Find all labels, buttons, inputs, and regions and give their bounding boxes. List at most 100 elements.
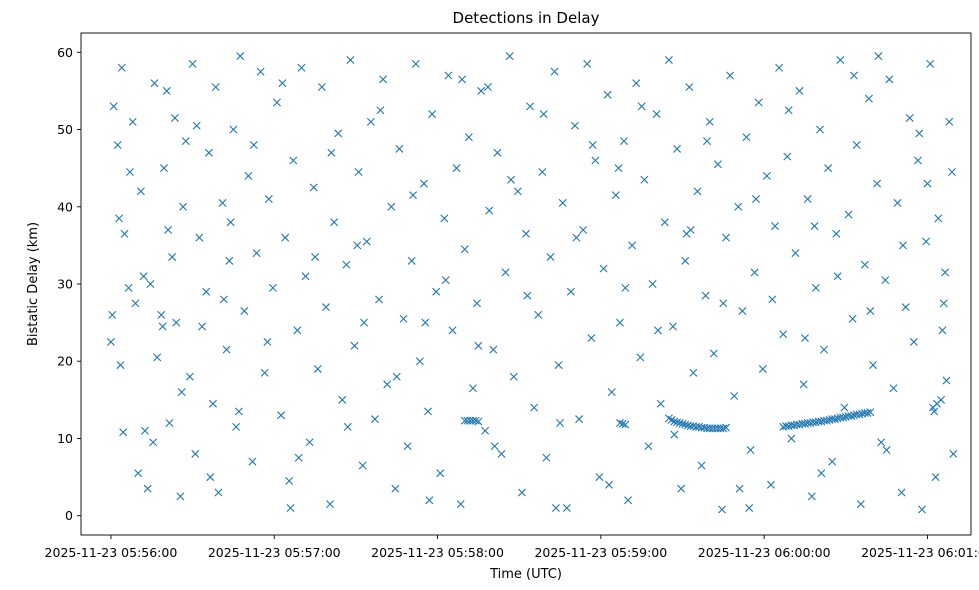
detection-point-30 (195, 233, 204, 242)
detection-point-210 (922, 237, 931, 246)
detection-point-213 (934, 214, 943, 223)
detection-point-0 (106, 337, 115, 346)
detection-point-245 (474, 341, 483, 350)
detection-point-221 (116, 361, 125, 370)
detection-point-28 (188, 59, 197, 68)
detection-point-161 (722, 233, 731, 242)
detection-point-93 (444, 71, 453, 80)
detection-point-47 (256, 67, 265, 76)
detection-point-250 (556, 419, 565, 428)
track-point-66 (937, 395, 946, 404)
detection-point-50 (268, 283, 277, 292)
detection-point-236 (327, 148, 336, 157)
detection-point-49 (264, 195, 273, 204)
track-point-14 (678, 419, 687, 428)
detection-point-4 (117, 63, 126, 72)
detection-point-262 (751, 195, 760, 204)
detection-point-181 (803, 195, 812, 204)
detection-point-23 (172, 318, 181, 327)
detection-point-247 (507, 175, 516, 184)
detection-point-29 (191, 449, 200, 458)
y-axis-ticks: 0 10 20 30 40 50 60 (57, 45, 81, 523)
detection-point-57 (297, 63, 306, 72)
detection-point-197 (869, 361, 878, 370)
x-tick-label-1: 2025-11-23 05:57:00 (208, 545, 341, 560)
detection-point-243 (441, 276, 450, 285)
detection-point-265 (800, 334, 809, 343)
detection-point-232 (263, 337, 272, 346)
detection-point-269 (866, 307, 875, 316)
detection-point-233 (278, 79, 287, 88)
detection-point-24 (176, 492, 185, 501)
detection-point-14 (146, 280, 155, 288)
detection-point-167 (746, 446, 755, 455)
detection-point-91 (436, 469, 445, 478)
detection-point-223 (139, 272, 148, 281)
detection-point-76 (375, 295, 384, 304)
track-point-4 (471, 416, 480, 425)
track-point-5 (474, 417, 483, 426)
detection-point-81 (395, 144, 404, 153)
detection-point-10 (134, 469, 143, 478)
detection-point-147 (664, 56, 673, 65)
track-point-6 (615, 419, 624, 428)
detection-point-286 (874, 52, 883, 61)
detection-point-98 (464, 133, 473, 142)
x-axis-ticks: 2025-11-23 05:56:00 2025-11-23 05:57:00 20… (45, 535, 979, 560)
detection-point-71 (354, 168, 363, 177)
detection-point-231 (249, 140, 258, 149)
detection-point-190 (840, 403, 849, 412)
detection-point-165 (738, 307, 747, 316)
detection-point-205 (901, 303, 910, 312)
detection-point-222 (126, 168, 134, 177)
detection-point-206 (905, 113, 914, 122)
detection-point-142 (644, 442, 653, 451)
detection-point-253 (605, 480, 614, 489)
detection-point-55 (289, 156, 298, 165)
track-point-13 (675, 419, 684, 428)
detection-point-246 (490, 442, 499, 451)
detection-point-125 (575, 415, 584, 424)
detection-point-99 (468, 384, 477, 393)
detection-point-127 (583, 59, 592, 68)
detection-point-276 (226, 218, 235, 227)
detection-point-84 (407, 256, 416, 265)
detection-point-248 (523, 291, 532, 300)
detection-point-51 (272, 98, 281, 107)
detection-point-79 (387, 202, 396, 211)
track-point-50 (830, 415, 839, 424)
detection-point-282 (614, 164, 623, 173)
detection-point-218 (947, 168, 956, 177)
detection-point-103 (485, 206, 494, 215)
track-point-12 (673, 418, 682, 427)
detection-point-209 (918, 505, 926, 514)
detection-point-60 (309, 183, 318, 192)
detection-point-67 (338, 395, 347, 404)
detection-point-43 (240, 307, 249, 316)
detection-point-46 (252, 249, 261, 258)
detection-point-44 (244, 171, 253, 180)
detection-point-118 (546, 252, 555, 261)
detection-point-211 (926, 59, 935, 68)
detection-point-173 (771, 222, 780, 231)
detection-point-35 (211, 83, 220, 92)
detection-point-285 (810, 222, 819, 231)
detection-point-255 (637, 102, 646, 111)
detection-point-214 (938, 326, 947, 335)
detection-point-18 (160, 164, 169, 173)
detection-point-186 (824, 164, 833, 173)
detection-point-180 (799, 380, 808, 389)
detection-point-234 (294, 453, 303, 462)
detection-point-175 (779, 330, 788, 339)
detection-point-68 (342, 260, 351, 269)
x-tick-label-3: 2025-11-23 05:59:00 (534, 545, 667, 560)
detection-point-138 (628, 241, 637, 250)
detection-point-70 (350, 341, 359, 350)
detection-point-254 (621, 283, 630, 292)
detection-point-59 (305, 438, 314, 447)
detection-point-94 (448, 326, 457, 335)
detection-point-207 (909, 337, 918, 346)
y-axis-label: Bistatic Delay (km) (26, 222, 41, 346)
detection-point-153 (689, 368, 698, 377)
